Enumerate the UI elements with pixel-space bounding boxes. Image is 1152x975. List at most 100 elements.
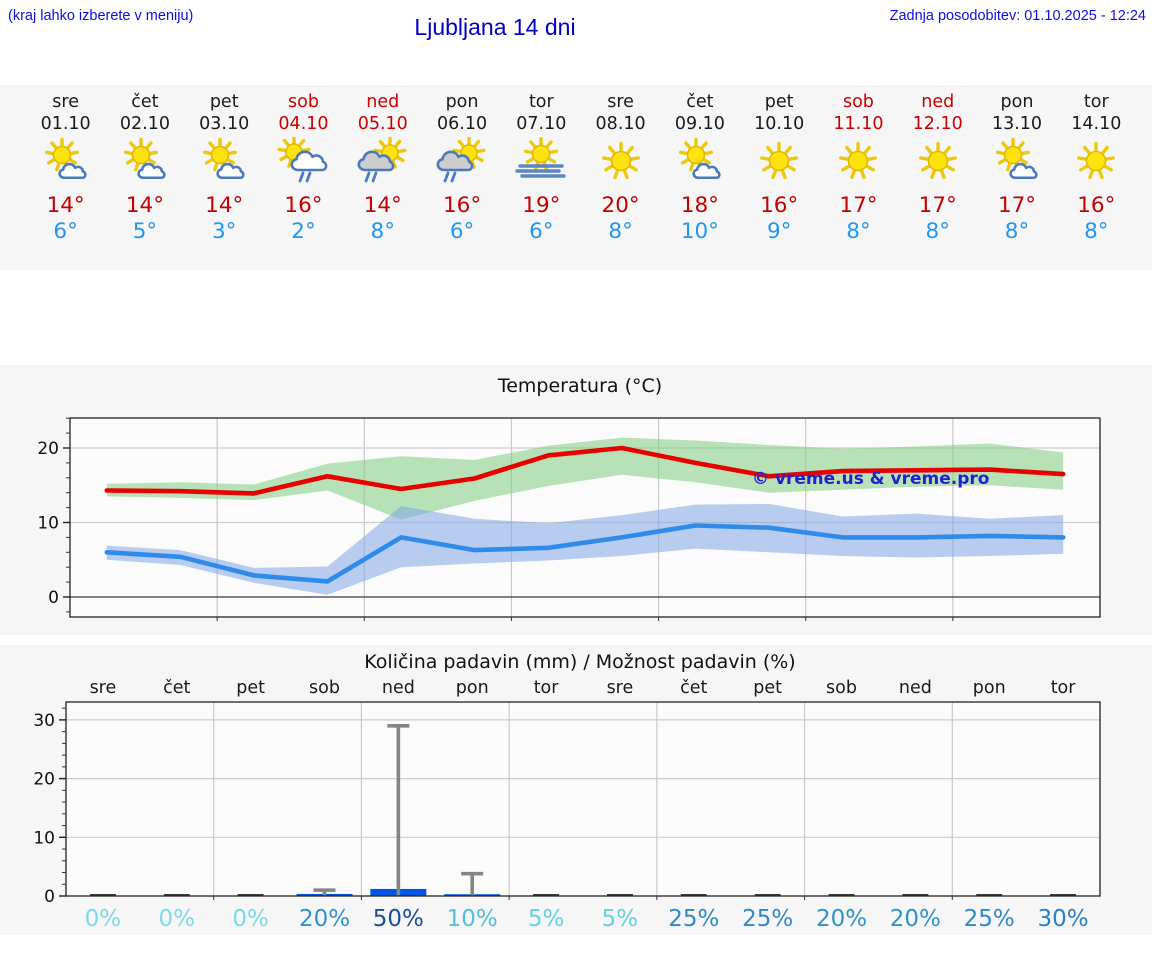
day-name: pet <box>209 92 239 112</box>
sun-cloud-rain-icon <box>264 135 343 189</box>
day-label: pet <box>236 678 265 698</box>
day-label: pet <box>753 678 782 698</box>
precip-bar-zero <box>606 894 633 897</box>
sun-small-cloud-icon <box>105 137 184 189</box>
max-temperature: 14° <box>46 193 85 218</box>
sun-small-cloud-icon <box>26 137 105 189</box>
min-temperature: 6° <box>53 219 78 244</box>
forecast-day: pon 06.10 16° 6° <box>422 91 501 270</box>
min-temperature: 2° <box>291 219 316 244</box>
max-temperature-line <box>104 445 1066 496</box>
forecast-day: pet 03.10 14° 3° <box>185 91 264 270</box>
day-label: čet <box>163 678 190 698</box>
min-temperature: 9° <box>766 219 792 244</box>
precip-bar-zero <box>828 894 855 897</box>
temperature-plot: © vreme.us & vreme.pro 0 10 20 <box>37 417 1101 621</box>
day-name: pon <box>445 92 479 112</box>
max-temperature: 17° <box>918 193 957 218</box>
day-name: čet <box>686 92 714 112</box>
day-date: 12.10 <box>912 114 963 134</box>
day-label: ned <box>382 678 415 698</box>
day-date: 09.10 <box>674 114 725 134</box>
min-temperature: 6° <box>449 219 475 244</box>
max-temperature: 16° <box>284 193 323 218</box>
precip-probability: 50% <box>373 906 424 932</box>
day-name: tor <box>528 92 554 112</box>
day-date: 10.10 <box>754 114 805 134</box>
day-date: 11.10 <box>833 114 884 134</box>
precip-probability: 20% <box>890 906 941 932</box>
day-label: sob <box>309 678 340 698</box>
day-date: 06.10 <box>436 114 488 134</box>
precipitation-chart-figure: Količina padavin (mm) / Možnost padavin … <box>0 645 1152 935</box>
precip-probability: 30% <box>1038 906 1089 932</box>
forecast-day: čet 02.10 14° 5° <box>105 91 184 270</box>
day-name: pon <box>1000 92 1034 112</box>
sun-small-cloud-icon <box>185 137 264 189</box>
day-date: 02.10 <box>119 114 170 134</box>
day-label: pon <box>456 678 489 698</box>
precip-bar-zero <box>754 894 781 897</box>
forecast-day: pon 13.10 17° 8° <box>977 91 1056 270</box>
min-temperature: 8° <box>370 219 395 244</box>
y-tick-label: 10 <box>37 514 59 534</box>
cloud-sun-rain-icon <box>343 136 422 189</box>
precip-probability: 25% <box>964 906 1015 932</box>
day-name: sre <box>52 92 79 112</box>
max-temperature: 16° <box>760 193 799 218</box>
min-temperature: 6° <box>529 219 554 244</box>
precip-bar-zero <box>89 894 116 897</box>
min-temperature: 8° <box>1004 219 1030 244</box>
max-temperature: 17° <box>839 193 878 218</box>
forecast-day: sob 04.10 16° 2° <box>264 91 343 270</box>
y-tick-label: 20 <box>37 439 59 459</box>
day-date: 03.10 <box>199 114 250 134</box>
day-name: ned <box>921 92 955 112</box>
min-temperature: 8° <box>608 219 633 244</box>
max-temperature: 20° <box>601 193 640 218</box>
max-temperature: 14° <box>363 193 402 218</box>
max-temperature: 14° <box>125 193 164 218</box>
forecast-day: sre 08.10 20° 8° <box>581 91 660 270</box>
min-temperature-line <box>104 523 1066 584</box>
watermark-link[interactable]: © vreme.us & vreme.pro <box>752 469 989 489</box>
precip-probability: 20% <box>816 906 867 932</box>
precip-bar-zero <box>680 894 707 897</box>
min-temperature: 8° <box>846 219 871 244</box>
sun-icon <box>740 137 819 189</box>
y-tick-label: 0 <box>44 887 55 907</box>
day-date: 04.10 <box>278 114 329 134</box>
day-date: 07.10 <box>516 114 567 134</box>
max-temperature: 17° <box>997 193 1037 218</box>
day-date: 14.10 <box>1071 114 1122 134</box>
precip-bar-zero <box>902 894 929 897</box>
precip-bar-zero <box>237 894 264 897</box>
day-label: ned <box>899 678 932 698</box>
precip-probability: 25% <box>668 906 719 932</box>
day-name: sob <box>842 92 874 112</box>
day-name: tor <box>1083 92 1109 112</box>
sun-small-cloud-icon <box>977 137 1056 189</box>
day-label: tor <box>1051 678 1077 698</box>
sun-icon <box>1057 137 1136 189</box>
day-name: pet <box>764 92 794 112</box>
precip-probability: 20% <box>299 906 350 932</box>
day-name: ned <box>366 92 400 112</box>
forecast-day: ned 05.10 14° 8° <box>343 91 422 270</box>
location-hint: (kraj lahko izberete v meniju) <box>8 8 194 24</box>
day-label: sre <box>90 678 117 698</box>
forecast-strip: sre 01.10 14° 6° čet 02.10 14° 5° pet 03.10 14° 3° s… <box>0 85 1152 270</box>
max-temperature: 18° <box>680 193 719 218</box>
precip-probability: 5% <box>602 906 639 932</box>
precip-probability: 0% <box>232 906 269 932</box>
last-update: Zadnja posodobitev: 01.10.2025 - 12:24 <box>889 8 1146 24</box>
day-label: sre <box>607 678 634 698</box>
max-temperature: 16° <box>1077 193 1116 218</box>
max-temperature: 19° <box>522 193 561 218</box>
precip-bar-zero <box>976 894 1003 897</box>
sun-fog-icon <box>502 136 581 189</box>
precipitation-chart-title: Količina padavin (mm) / Možnost padavin … <box>364 651 796 673</box>
max-range-band <box>106 437 1064 520</box>
precip-bar-zero <box>533 894 560 897</box>
forecast-day: sre 01.10 14° 6° <box>26 91 105 270</box>
